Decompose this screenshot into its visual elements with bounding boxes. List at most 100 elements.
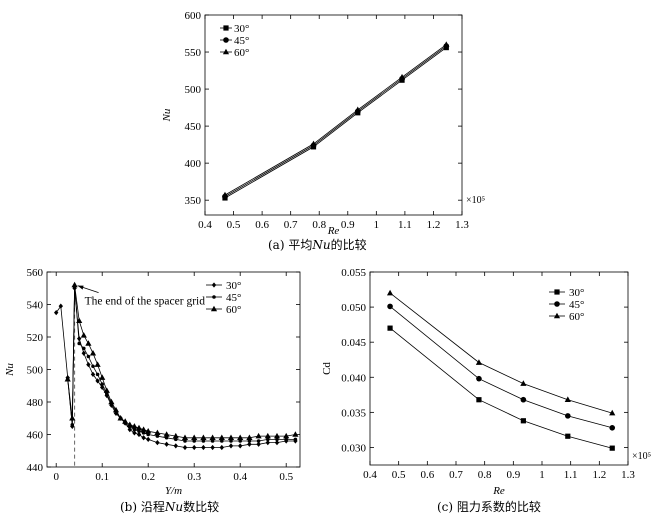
series-line-60deg <box>224 44 447 196</box>
legend-entry: 60° <box>549 311 584 323</box>
legend-entry: 60° <box>206 304 241 316</box>
data-point <box>154 429 161 436</box>
y-axis-label: Nu <box>161 108 173 122</box>
data-point <box>293 437 298 442</box>
data-point <box>255 432 262 439</box>
data-point <box>476 397 482 403</box>
data-point <box>221 191 229 198</box>
legend-label: 60° <box>234 47 249 59</box>
data-point <box>95 372 100 377</box>
data-point <box>131 423 138 429</box>
data-point <box>238 443 243 449</box>
data-point <box>191 434 198 441</box>
data-point <box>275 437 279 442</box>
data-point <box>284 437 289 442</box>
legend-marker <box>554 289 560 295</box>
x-tick-label: 0.5 <box>227 219 241 231</box>
x-tick-label: 0.8 <box>312 219 326 231</box>
x-tick-label: 0.4 <box>363 469 377 481</box>
y-tick-label: 450 <box>185 121 202 133</box>
data-point <box>172 432 179 439</box>
x-tick-label: 1 <box>374 219 380 231</box>
data-point <box>476 375 482 382</box>
data-point <box>136 431 142 438</box>
legend-marker <box>222 48 230 55</box>
legend-marker <box>210 305 218 312</box>
x-multiplier: ×10⁵ <box>466 195 485 206</box>
data-point <box>140 426 147 432</box>
data-point <box>90 371 96 377</box>
legend-label: 30° <box>234 23 249 35</box>
x-tick-label: 0.4 <box>198 219 212 231</box>
data-point <box>81 350 86 356</box>
data-point <box>77 341 81 346</box>
legend-marker <box>223 25 229 31</box>
x-tick-label: 0.4 <box>233 471 247 483</box>
data-point <box>86 362 91 368</box>
data-point <box>99 374 106 380</box>
data-point <box>292 431 299 437</box>
x-tick-label: 0.6 <box>420 469 434 481</box>
data-point <box>443 41 450 47</box>
data-point <box>135 424 143 431</box>
legend-marker <box>212 295 216 299</box>
y-tick-label: 520 <box>27 332 44 344</box>
data-point <box>174 437 178 442</box>
data-point <box>520 396 527 403</box>
data-point <box>256 441 261 447</box>
data-point <box>201 444 206 451</box>
chart-c: 0.4 0.5 0.6 0.7 0.8 0.9 1 1.1 1.2 1.3 0.030 0.035 0.… <box>321 267 651 497</box>
series-line-45deg <box>67 286 296 442</box>
annotation-text: The end of the spacer grid <box>85 296 206 308</box>
y-tick-label: 0.050 <box>341 302 366 314</box>
data-point <box>54 310 59 316</box>
data-point <box>192 444 197 451</box>
y-tick-label: 440 <box>27 462 44 474</box>
series-line-30deg <box>389 327 613 449</box>
data-point <box>82 346 86 351</box>
data-point <box>80 332 87 338</box>
data-point <box>283 432 290 439</box>
y-tick-label: 550 <box>185 47 202 59</box>
x-tick-label: 1.3 <box>621 469 635 481</box>
legend-marker <box>211 282 217 288</box>
legend-entry: 30° <box>549 287 584 299</box>
y-tick-label: 350 <box>185 195 202 207</box>
data-point <box>141 431 146 435</box>
data-point <box>210 439 215 443</box>
x-axis-label: Re <box>492 485 505 497</box>
data-point <box>192 439 196 443</box>
legend-label: 45° <box>234 35 249 47</box>
x-tick-label: 0.3 <box>187 471 201 483</box>
data-point <box>100 382 104 386</box>
data-point <box>137 429 141 434</box>
y-tick-label: 0.055 <box>341 267 366 279</box>
x-tick-label: 0.7 <box>449 469 463 481</box>
data-point <box>132 430 137 436</box>
data-point <box>126 421 133 428</box>
data-point <box>155 434 160 438</box>
data-point <box>266 437 270 442</box>
legend-entry: 60° <box>220 47 249 59</box>
data-point <box>70 422 75 427</box>
y-tick-label: 400 <box>185 158 202 170</box>
data-point <box>103 387 110 393</box>
x-tick-label: 0.6 <box>255 219 269 231</box>
legend-entry: 30° <box>206 280 241 292</box>
data-point <box>210 444 215 451</box>
legend-entry: 45° <box>549 299 584 311</box>
y-tick-label: 0.030 <box>341 442 366 454</box>
data-point <box>182 444 188 451</box>
y-tick-label: 480 <box>27 397 44 409</box>
data-point <box>200 434 207 441</box>
data-point <box>218 434 225 441</box>
legend-marker <box>553 312 561 319</box>
caption-c: (c) 阻力系数的比较 <box>437 500 541 514</box>
x-tick-label: 0.2 <box>141 471 155 483</box>
data-point <box>141 435 146 441</box>
legend-entry: 45° <box>220 35 249 47</box>
data-point <box>69 414 76 421</box>
data-point <box>565 433 571 439</box>
chart-a: 0.4 0.5 0.6 0.7 0.8 0.9 1 1.1 1.2 1.3 350 400 450 500… <box>161 10 485 237</box>
